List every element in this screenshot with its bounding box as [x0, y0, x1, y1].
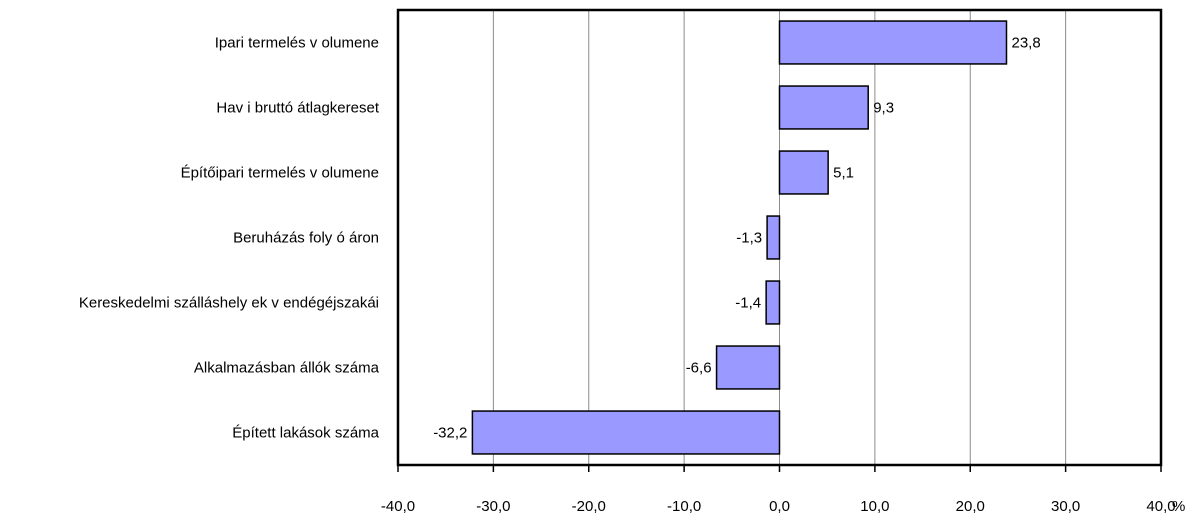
labels: Ipari termelés v olumene 23,8 Hav i bruttó… — [79, 35, 1041, 442]
category-label: Beruházás foly ó áron — [233, 230, 379, 247]
category-label: Hav i bruttó átlagkereset — [216, 100, 379, 117]
x-axis: -40,0 -30,0 -20,0 -10,0 0,0 10,0 20,0 30,0 40,0 — [381, 465, 1176, 515]
x-tick-label: -20,0 — [572, 498, 606, 515]
data-label: -1,4 — [735, 295, 761, 312]
x-tick-label: 0,0 — [769, 498, 790, 515]
x-tick-label: -40,0 — [381, 498, 415, 515]
x-tick-label: 20,0 — [956, 498, 985, 515]
x-tick-label: 10,0 — [860, 498, 889, 515]
category-label: Építőipari termelés v olumene — [181, 165, 379, 182]
data-label: 5,1 — [833, 165, 854, 182]
bar — [715, 345, 781, 390]
data-label: 9,3 — [873, 100, 894, 117]
data-label: 23,8 — [1011, 35, 1040, 52]
category-label: Ipari termelés v olumene — [215, 35, 379, 52]
category-label: Kereskedelmi szálláshely ek v endégéjsza… — [79, 295, 379, 312]
bar — [765, 280, 781, 325]
x-tick-label: 30,0 — [1051, 498, 1080, 515]
bar — [471, 410, 781, 455]
x-tick-label: -10,0 — [667, 498, 701, 515]
x-axis-unit: % — [1172, 498, 1185, 515]
bars — [471, 20, 1008, 455]
category-label: Épített lakások száma — [232, 425, 379, 442]
bar — [766, 215, 781, 260]
bar — [778, 20, 1008, 65]
bar — [778, 85, 869, 130]
category-label: Alkalmazásban állók száma — [194, 360, 380, 377]
data-label: -32,2 — [433, 425, 467, 442]
x-tick-label: -30,0 — [476, 498, 510, 515]
x-tick-label: 40,0 — [1146, 498, 1175, 515]
data-label: -1,3 — [736, 230, 762, 247]
data-label: -6,6 — [686, 360, 712, 377]
bar — [778, 150, 829, 195]
